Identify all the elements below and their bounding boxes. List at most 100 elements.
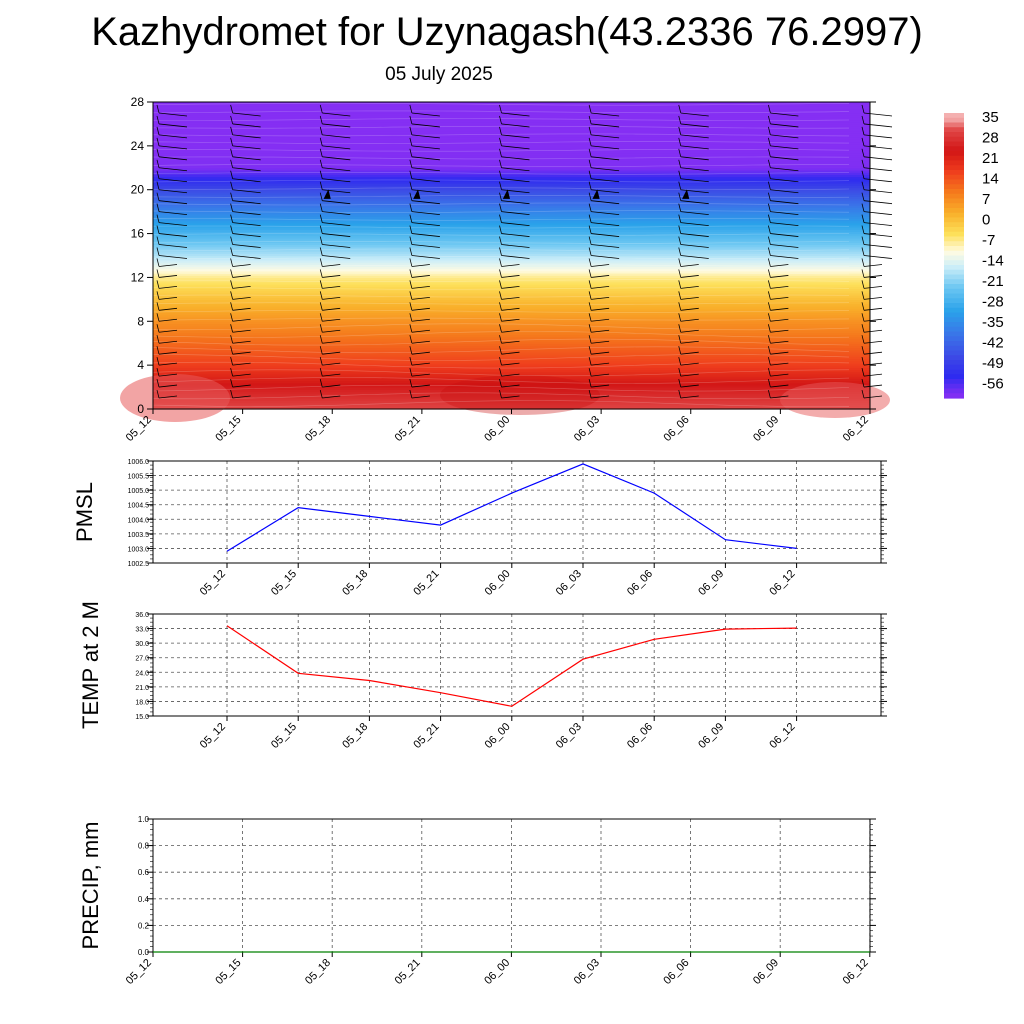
wind-barb-staff (767, 126, 771, 135)
wind-barb (158, 384, 178, 388)
wind-barb-staff (588, 137, 592, 146)
wind-barb (322, 395, 341, 399)
colorbar-swatch (944, 132, 964, 138)
colorbar-swatch (944, 312, 964, 318)
wind-barb-staff (588, 104, 592, 114)
wind-barb (501, 134, 530, 139)
y-tick-label: 0 (137, 402, 144, 416)
wind-barb-staff (499, 302, 502, 311)
temperature-band (153, 323, 870, 327)
page-title: Kazhydromet for Uzynagash(43.2336 76.299… (91, 10, 923, 54)
wind-barb (411, 373, 430, 377)
colorbar-swatch (944, 336, 964, 342)
wind-barb-staff (678, 280, 682, 289)
temperature-band (153, 334, 870, 338)
temperature-band (153, 336, 870, 340)
x-tick-label: 05_21 (393, 957, 423, 987)
temperature-band (153, 148, 870, 151)
x-tick-label: 05_15 (269, 568, 299, 598)
y-tick-label: 18.0 (135, 699, 149, 706)
wind-barb-staff (230, 291, 234, 300)
contour-line (152, 294, 850, 298)
wind-barb-staff (588, 203, 592, 212)
colorbar-swatch (944, 393, 964, 399)
wind-barb-staff (156, 378, 160, 388)
x-tick-label: 06_06 (662, 414, 692, 444)
wind-barb (863, 255, 893, 259)
wind-barb-staff (499, 291, 502, 300)
wind-barb-staff (409, 115, 413, 125)
wind-barb-staff (319, 346, 323, 355)
colorbar-swatch (944, 212, 964, 219)
colorbar-swatch (944, 160, 964, 166)
wind-barb (770, 264, 789, 267)
wind-barb (770, 285, 789, 289)
wind-barb (680, 395, 699, 399)
wind-barb-staff (861, 335, 865, 344)
wind-barb-staff (156, 126, 160, 135)
wind-barb (501, 384, 520, 388)
wind-barb-staff (156, 302, 160, 311)
temperature-band (153, 108, 870, 112)
wind-barb (770, 112, 799, 117)
wind-barb-staff (409, 247, 413, 256)
wind-barb-staff (156, 203, 160, 212)
wind-barb-staff (767, 335, 771, 344)
pmsl-panel (147, 460, 887, 568)
temperature-band (153, 382, 870, 386)
wind-barb-staff (230, 368, 234, 377)
wind-barb-staff (678, 170, 682, 179)
wind-barb (411, 329, 430, 333)
wind-barb-staff (409, 258, 413, 267)
wind-barb-staff (499, 378, 502, 388)
wind-barb (863, 123, 893, 128)
wind-barb (411, 167, 440, 172)
temperature-band (153, 220, 870, 224)
wind-barb (158, 156, 188, 161)
wind-barb (232, 145, 261, 150)
wind-barb-staff (409, 269, 413, 278)
wind-barb-staff (230, 269, 234, 278)
x-tick-label: 05_18 (340, 568, 370, 598)
wind-barb-staff (156, 170, 160, 179)
contour-line (152, 202, 850, 206)
wind-barb-staff (499, 313, 502, 322)
temperature-band (153, 213, 870, 217)
temperature-band (153, 240, 870, 243)
contour-line (152, 125, 850, 129)
colorbar-swatch (944, 284, 964, 290)
wind-barb-staff (861, 324, 865, 333)
wind-barb (322, 222, 351, 227)
y-tick-label: 1003.0 (128, 546, 150, 553)
wind-barb (863, 211, 893, 216)
wind-barb-staff (767, 104, 771, 114)
wind-barb-staff (499, 126, 502, 135)
wind-barb-staff (861, 258, 865, 267)
colorbar-swatch (944, 174, 964, 181)
wind-barb-staff (767, 368, 771, 377)
wind-barb-staff (861, 313, 865, 322)
wind-barb-staff (588, 280, 592, 289)
contour-line (152, 264, 850, 267)
wind-barb (591, 156, 620, 161)
wind-barb (680, 189, 709, 194)
colorbar-swatch (944, 364, 964, 371)
wind-barb-staff (767, 181, 771, 190)
wind-barb-staff (230, 236, 234, 245)
wind-barb-staff (319, 302, 323, 311)
wind-barb (158, 329, 178, 333)
wind-barb-staff (861, 291, 865, 300)
x-tick-label: 05_15 (213, 414, 243, 444)
precip-ylabel: PRECIP, mm (78, 822, 103, 950)
colorbar-swatch (944, 374, 964, 380)
wind-barb (411, 189, 440, 194)
contour-line (152, 302, 850, 305)
colorbar-swatch (944, 260, 964, 266)
temperature-band (153, 130, 870, 134)
wind-barb-staff (230, 258, 234, 267)
wind-barb-staff (861, 269, 865, 278)
temperature-band (153, 294, 870, 298)
temperature-band (153, 288, 870, 292)
wind-barb-staff (588, 214, 592, 223)
wind-barb (591, 167, 620, 172)
